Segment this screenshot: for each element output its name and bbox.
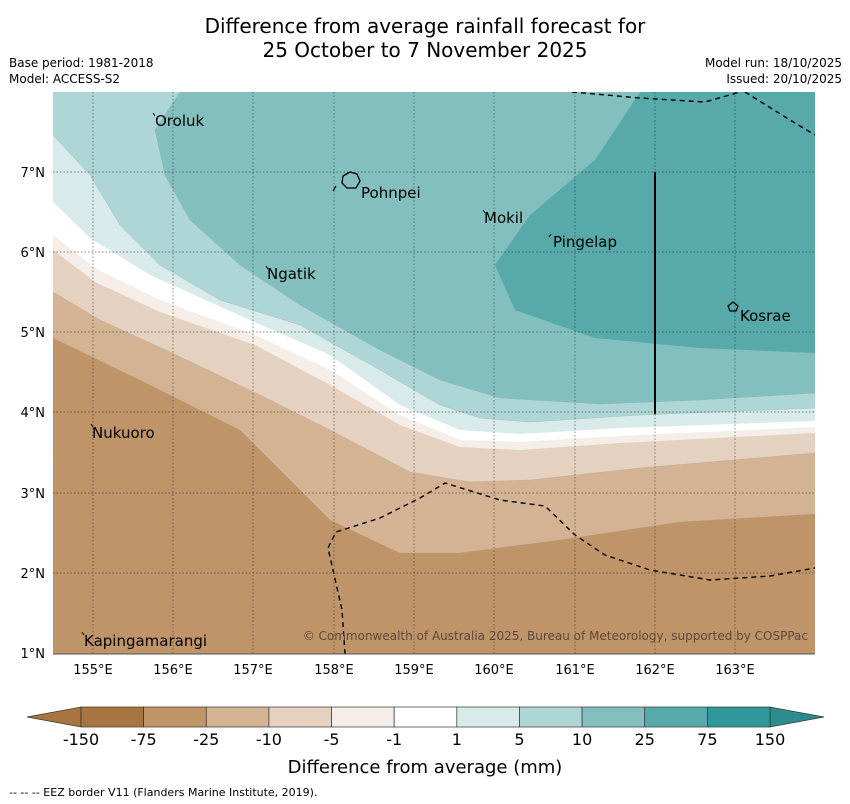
colorbar-tick-label: -1 (386, 730, 402, 749)
lat-label: 4°N (21, 406, 46, 421)
lon-label: 155°E (73, 663, 113, 678)
kosrae-island-outline (727, 301, 739, 312)
colorbar-title: Difference from average (mm) (288, 757, 563, 778)
colorbar-tick-label: 5 (514, 730, 524, 749)
copyright-text: © Commonwealth of Australia 2025, Bureau… (303, 629, 808, 643)
lat-label: 3°N (21, 487, 46, 502)
rainfall-map: Oroluk Pohnpei Mokil Pingelap Ngatik Kos… (53, 92, 815, 654)
colorbar-tick-label: 1 (452, 730, 462, 749)
colorbar-cell (268, 706, 332, 728)
lat-label: 7°N (21, 166, 46, 181)
eez-border (327, 92, 815, 654)
colorbar-tick-label: -150 (63, 730, 99, 749)
longitude-labels: 155°E 156°E 157°E 158°E 159°E 160°E 161°… (73, 663, 755, 678)
colorbar-tick-label: 10 (572, 730, 592, 749)
eez-footnote: -- -- -- EEZ border V11 (Flanders Marine… (9, 786, 318, 799)
colorbar-cell (581, 706, 646, 728)
colorbar-tick-label: -5 (324, 730, 340, 749)
colorbar-tick-label: 150 (755, 730, 786, 749)
colorbar-cell (519, 706, 583, 728)
label-ngatik: Ngatik (267, 265, 316, 283)
map-title-line2: 25 October to 7 November 2025 (262, 38, 588, 62)
colorbar: -150 -75 -25 -10 -5 -1 1 5 10 25 75 150 (26, 706, 825, 749)
graticule (53, 92, 815, 654)
latitude-labels: 7°N 6°N 5°N 4°N 3°N 2°N 1°N (21, 166, 46, 662)
colorbar-low-extension (26, 706, 82, 728)
colorbar-tick-label: 75 (697, 730, 717, 749)
colorbar-cell (456, 706, 520, 728)
lat-label: 6°N (21, 246, 46, 261)
lon-label: 157°E (233, 663, 273, 678)
colorbar-cell (707, 706, 771, 728)
colorbar-tick-label: 25 (635, 730, 655, 749)
model-run-text: Model run: 18/10/2025 (704, 56, 842, 70)
lon-label: 156°E (153, 663, 193, 678)
label-pohnpei: Pohnpei (361, 184, 421, 202)
lon-label: 162°E (635, 663, 675, 678)
colorbar-cell (80, 706, 144, 728)
lon-label: 161°E (555, 663, 595, 678)
label-kapingamarangi: Kapingamarangi (84, 632, 207, 650)
lon-label: 160°E (474, 663, 514, 678)
base-period-text: Base period: 1981-2018 (9, 56, 154, 70)
colorbar-cell (331, 706, 395, 728)
colorbar-high-extension (769, 706, 825, 728)
label-oroluk: Oroluk (155, 112, 204, 130)
colorbar-tick-label: -10 (256, 730, 282, 749)
lat-label: 1°N (21, 647, 46, 662)
label-pingelap: Pingelap (553, 233, 617, 251)
label-kosrae: Kosrae (740, 307, 791, 325)
model-text: Model: ACCESS-S2 (9, 72, 121, 86)
lat-label: 5°N (21, 326, 46, 341)
lon-label: 163°E (715, 663, 755, 678)
colorbar-cell (143, 706, 207, 728)
band-minus75-to-minus25 (53, 92, 815, 654)
pohnpei-island-outline (341, 171, 361, 189)
lat-label: 2°N (21, 567, 46, 582)
colorbar-cell (205, 706, 270, 728)
label-nukuoro: Nukuoro (92, 424, 155, 442)
lon-label: 159°E (394, 663, 434, 678)
issued-text: Issued: 20/10/2025 (726, 72, 842, 86)
colorbar-cell (644, 706, 708, 728)
colorbar-tick-label: -25 (193, 730, 219, 749)
lon-label: 158°E (314, 663, 354, 678)
label-mokil: Mokil (484, 209, 523, 227)
colorbar-cell (393, 706, 458, 728)
colorbar-tick-label: -75 (131, 730, 157, 749)
map-title-line1: Difference from average rainfall forecas… (204, 14, 646, 38)
